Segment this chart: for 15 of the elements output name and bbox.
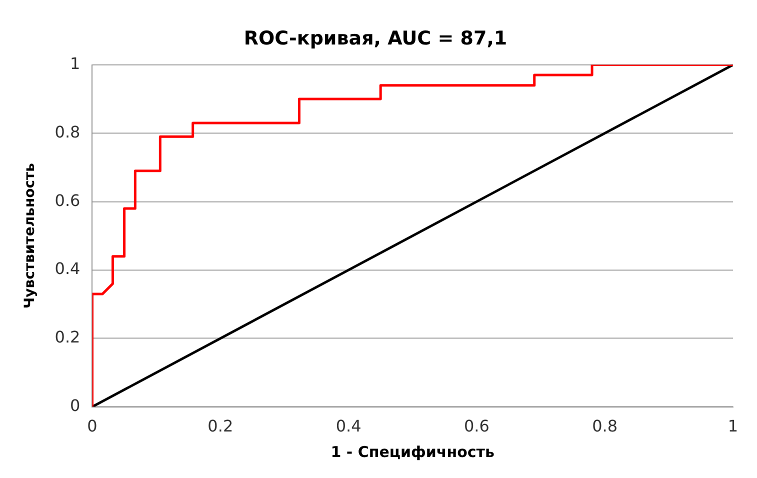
x-tick-label: 1 bbox=[728, 416, 738, 436]
y-tick-label: 0.4 bbox=[54, 259, 80, 278]
x-tick-label: 0.2 bbox=[208, 416, 234, 436]
y-tick-label: 0 bbox=[70, 396, 80, 415]
x-axis-title: 1 - Специфичность bbox=[330, 442, 494, 461]
x-tick-label: 0.8 bbox=[592, 416, 618, 436]
y-axis-title: Чувствительность bbox=[22, 162, 38, 309]
x-tick-label: 0 bbox=[87, 416, 98, 436]
y-tick-label: 1 bbox=[70, 54, 80, 73]
y-tick-label: 0.6 bbox=[54, 190, 80, 210]
x-tick-label: 0.4 bbox=[336, 416, 362, 436]
x-tick-label: 0.6 bbox=[464, 416, 490, 436]
chart-title: ROC-кривая, AUC = 87,1 bbox=[244, 27, 508, 50]
y-tick-label: 0.8 bbox=[54, 122, 80, 142]
y-tick-label: 0.2 bbox=[54, 328, 80, 347]
